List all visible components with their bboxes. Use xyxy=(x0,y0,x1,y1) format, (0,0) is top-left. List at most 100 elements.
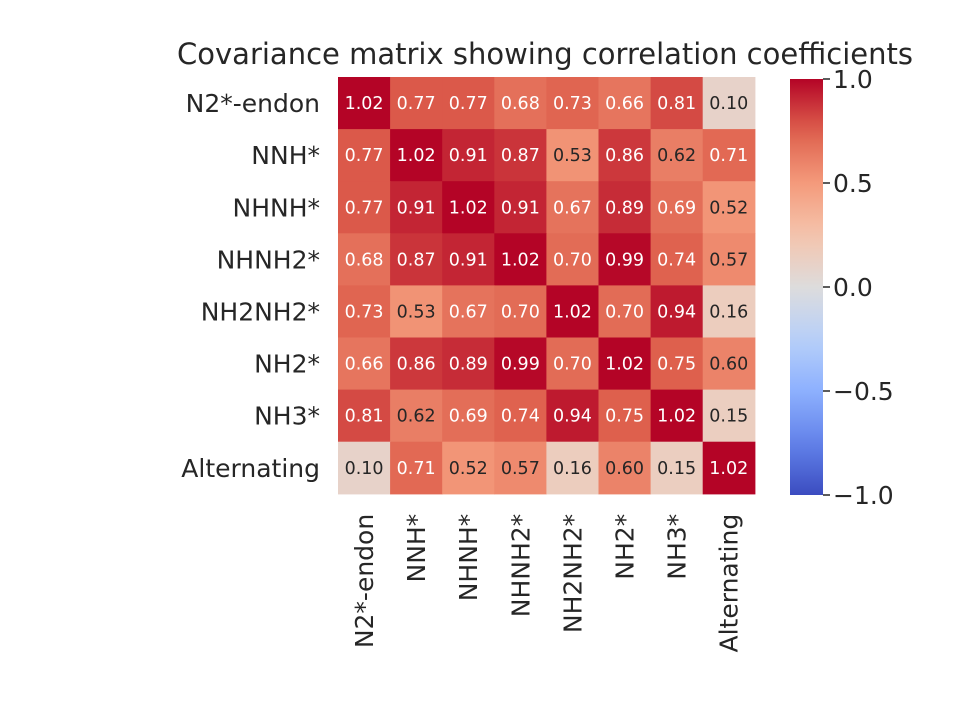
colorbar-gradient xyxy=(790,79,823,495)
cell-value-label: 0.52 xyxy=(449,459,488,479)
y-tick-label: NNH* xyxy=(251,141,320,170)
heatmap-cell xyxy=(442,389,495,443)
colorbar-tick-label: −0.5 xyxy=(833,377,894,406)
cell-value-label: 0.67 xyxy=(449,302,488,322)
cell-value-label: 1.02 xyxy=(709,459,748,479)
cell-value-label: 0.16 xyxy=(709,302,748,322)
heatmap-cell xyxy=(390,233,443,286)
heatmap-cell xyxy=(650,441,704,495)
heatmap-cell xyxy=(702,337,756,391)
heatmap-cell xyxy=(546,181,600,234)
x-tick-label: NNH* xyxy=(402,514,431,583)
cell-value-label: 0.89 xyxy=(449,355,488,375)
heatmap-cell xyxy=(494,441,547,495)
cell-value-label: 0.99 xyxy=(501,355,540,375)
cell-value-label: 1.02 xyxy=(553,302,592,322)
heatmap-cell xyxy=(650,129,704,182)
cell-value-label: 0.68 xyxy=(501,94,540,114)
heatmap-cell xyxy=(546,441,600,495)
x-tick-label: N2*-endon xyxy=(350,514,379,648)
heatmap-cell xyxy=(390,337,443,391)
cell-value-label: 0.53 xyxy=(397,302,436,322)
heatmap-cell xyxy=(390,181,443,234)
cell-value-label: 0.77 xyxy=(397,94,436,114)
heatmap-cell xyxy=(598,129,652,182)
cell-value-label: 0.91 xyxy=(501,198,540,218)
heatmap-cell xyxy=(598,181,652,234)
cell-value-label: 0.10 xyxy=(345,459,384,479)
cell-value-label: 0.57 xyxy=(501,459,540,479)
cell-value-label: 1.02 xyxy=(397,146,436,166)
chart-title: Covariance matrix showing correlation co… xyxy=(177,37,913,71)
x-tick-label: NH3* xyxy=(663,514,692,580)
cell-value-label: 0.60 xyxy=(605,459,644,479)
heatmap-cell xyxy=(338,233,391,286)
heatmap-cell xyxy=(338,441,391,495)
cell-value-label: 0.87 xyxy=(501,146,540,166)
x-tick-label: Alternating xyxy=(715,514,744,653)
heatmap-cell xyxy=(494,77,547,130)
cell-value-label: 0.87 xyxy=(397,250,436,270)
heatmap-cell xyxy=(442,77,495,130)
cell-value-label: 0.71 xyxy=(709,146,748,166)
y-tick-label: NH2* xyxy=(254,350,320,379)
heatmap-cell xyxy=(442,181,495,234)
heatmap-cell xyxy=(598,389,652,443)
cell-value-label: 0.69 xyxy=(657,198,696,218)
cell-value-label: 0.89 xyxy=(605,198,644,218)
cell-value-label: 0.99 xyxy=(605,250,644,270)
cell-value-label: 0.70 xyxy=(553,355,592,375)
heatmap-cell xyxy=(338,389,391,443)
heatmap-cell xyxy=(546,77,600,130)
cell-value-label: 0.57 xyxy=(709,250,748,270)
cell-value-label: 0.70 xyxy=(501,302,540,322)
y-tick-label: NH2NH2* xyxy=(201,297,320,326)
cell-value-label: 1.02 xyxy=(657,407,696,427)
cell-value-label: 0.66 xyxy=(345,355,384,375)
x-axis-labels: N2*-endon NNH* NHNH* NHNH2* NH2NH2* NH2* NH3* A… xyxy=(350,514,744,653)
heatmap-cell xyxy=(546,129,600,182)
cell-value-label: 0.86 xyxy=(605,146,644,166)
cell-value-label: 0.15 xyxy=(657,459,696,479)
heatmap-cell xyxy=(338,285,391,339)
heatmap-cell xyxy=(598,337,652,391)
cell-value-label: 0.62 xyxy=(657,146,696,166)
cell-value-label: 0.91 xyxy=(397,198,436,218)
heatmap-cell xyxy=(338,129,391,182)
heatmap-cell xyxy=(702,181,756,234)
heatmap-cell xyxy=(390,285,443,339)
heatmap-cell xyxy=(650,285,704,339)
heatmap-cell xyxy=(494,129,547,182)
colorbar: −1.0 −0.5 0.0 0.5 1.0 xyxy=(790,65,894,510)
heatmap-cell xyxy=(546,233,600,286)
heatmap-cell xyxy=(494,285,547,339)
cell-value-label: 0.94 xyxy=(657,302,696,322)
cell-value-label: 0.53 xyxy=(553,146,592,166)
cell-value-label: 0.74 xyxy=(501,407,540,427)
cell-value-label: 1.02 xyxy=(501,250,540,270)
heatmap-cell xyxy=(598,441,652,495)
y-tick-label: Alternating xyxy=(181,454,320,483)
cell-value-label: 0.62 xyxy=(397,407,436,427)
colorbar-tick-label: 1.0 xyxy=(833,65,873,94)
heatmap-cell xyxy=(702,441,756,495)
heatmap-cell xyxy=(338,77,391,130)
heatmap-cell xyxy=(702,77,756,130)
cell-value-label: 0.86 xyxy=(397,355,436,375)
heatmap-cell xyxy=(546,337,600,391)
y-tick-label: NH3* xyxy=(254,402,320,431)
heatmap-cell xyxy=(390,441,443,495)
cell-value-label: 1.02 xyxy=(605,355,644,375)
cell-value-label: 0.74 xyxy=(657,250,696,270)
heatmap-cell xyxy=(442,441,495,495)
cell-value-label: 0.73 xyxy=(345,302,384,322)
heatmap-cell xyxy=(702,285,756,339)
cell-value-label: 0.52 xyxy=(709,198,748,218)
colorbar-tick-label: 0.5 xyxy=(833,169,873,198)
cell-value-label: 0.75 xyxy=(605,407,644,427)
cell-value-label: 0.67 xyxy=(553,198,592,218)
cell-value-label: 0.66 xyxy=(605,94,644,114)
heatmap-cells: 1.02 0.77 0.77 0.68 0.73 0.66 0.81 0.10 0.77 1.02… xyxy=(338,77,756,495)
heatmap-cell xyxy=(442,285,495,339)
cell-value-label: 0.94 xyxy=(553,407,592,427)
